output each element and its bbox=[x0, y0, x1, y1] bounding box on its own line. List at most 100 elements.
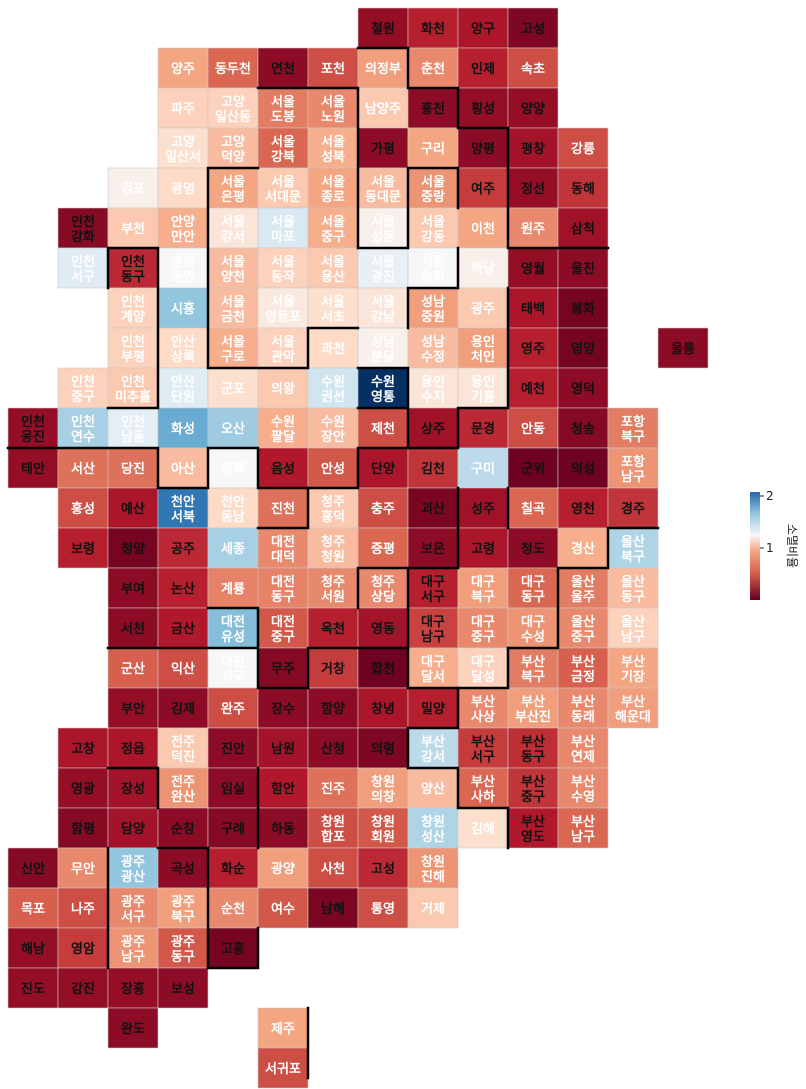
cell-fill bbox=[357, 607, 409, 649]
cell-fill bbox=[207, 167, 259, 209]
map-cell: 고양 일산동 bbox=[207, 87, 259, 129]
cell-fill bbox=[207, 367, 259, 409]
border-segment bbox=[256, 86, 460, 250]
map-cell: 인천 부평 bbox=[107, 327, 159, 369]
border-segment bbox=[406, 646, 510, 850]
cell-label: 광주 광산 bbox=[121, 855, 145, 885]
cell-label: 세종 bbox=[221, 542, 245, 557]
cell-fill bbox=[257, 287, 309, 329]
cell-label: 오산 bbox=[221, 421, 245, 437]
map-cell: 부산 해운대 bbox=[607, 687, 659, 729]
cell-label: 여주 bbox=[471, 181, 495, 197]
map-cell: 남원 bbox=[257, 727, 309, 769]
cell-fill bbox=[357, 567, 409, 609]
map-cell: 인천 강화 bbox=[57, 207, 109, 249]
cell-label: 대전 대덕 bbox=[271, 534, 295, 565]
map-cell: 진안 bbox=[207, 727, 259, 769]
map-cell: 문경 bbox=[457, 407, 509, 449]
cell-fill bbox=[307, 887, 359, 929]
cell-label: 광주 북구 bbox=[171, 895, 195, 925]
cell-fill bbox=[7, 447, 59, 489]
cell-fill bbox=[607, 527, 659, 569]
border-segment bbox=[206, 166, 360, 370]
cell-fill bbox=[107, 927, 159, 969]
cell-label: 서귀포 bbox=[265, 1061, 301, 1077]
cell-label: 서울 동대문 bbox=[365, 174, 401, 205]
cell-label: 서울 영등포 bbox=[265, 294, 301, 325]
cell-label: 울릉 bbox=[671, 341, 695, 357]
map-cell: 광주 북구 bbox=[157, 887, 209, 929]
map-cell: 수원 팔달 bbox=[257, 407, 309, 449]
cell-fill bbox=[557, 727, 609, 769]
cell-label: 진안 bbox=[221, 741, 245, 757]
border-segment bbox=[106, 766, 260, 850]
cell-fill bbox=[157, 527, 209, 569]
cell-fill bbox=[57, 247, 109, 289]
map-cell: 영월 bbox=[507, 247, 559, 289]
cell-label: 연천 bbox=[271, 62, 295, 77]
map-cell: 군위 bbox=[507, 447, 559, 489]
cell-fill bbox=[57, 487, 109, 529]
cell-label: 통영 bbox=[371, 902, 395, 917]
cell-label: 부천 bbox=[121, 222, 145, 237]
map-cell: 서울 마포 bbox=[257, 207, 309, 249]
cell-fill bbox=[207, 807, 259, 849]
cell-label: 거창 bbox=[321, 661, 345, 677]
map-cell: 무안 bbox=[57, 847, 109, 889]
map-cell: 장흥 bbox=[107, 967, 159, 1009]
cell-fill bbox=[57, 407, 109, 449]
cell-label: 울산 울주 bbox=[571, 574, 595, 605]
cell-label: 수원 영통 bbox=[371, 375, 395, 405]
cell-fill bbox=[407, 607, 459, 649]
cell-label: 대구 중구 bbox=[471, 615, 495, 645]
cell-fill bbox=[157, 807, 209, 849]
cell-fill bbox=[157, 327, 209, 369]
cell-fill bbox=[457, 407, 509, 449]
cell-fill bbox=[507, 447, 559, 489]
cell-fill bbox=[457, 527, 509, 569]
cell-label: 인천 미추홀 bbox=[115, 374, 151, 405]
cell-label: 고흥 bbox=[221, 941, 245, 957]
map-cell: 서울 성북 bbox=[307, 127, 359, 169]
map-cell: 강진 bbox=[57, 967, 109, 1009]
cell-label: 의왕 bbox=[271, 381, 295, 397]
cell-fill bbox=[407, 527, 459, 569]
map-cell: 서울 금천 bbox=[207, 287, 259, 329]
cell-label: 칠곡 bbox=[521, 501, 545, 517]
cell-label: 청주 청원 bbox=[321, 534, 345, 565]
cell-label: 인천 계양 bbox=[121, 294, 145, 325]
cell-label: 완도 bbox=[121, 1022, 145, 1037]
cell-label: 구미 bbox=[471, 461, 495, 477]
color-legend: 1 2 소멸비율 bbox=[750, 489, 799, 600]
border-segment bbox=[106, 246, 160, 410]
map-cell: 장수 bbox=[257, 687, 309, 729]
map-cell: 울산 남구 bbox=[607, 607, 659, 649]
map-cell: 부산 연제 bbox=[557, 727, 609, 769]
map-cell: 부산 서구 bbox=[457, 727, 509, 769]
map-cell: 서울 구로 bbox=[207, 327, 259, 369]
cell-label: 광주 bbox=[471, 302, 495, 317]
map-cell: 완도 bbox=[107, 1007, 159, 1049]
map-cell: 서울 영등포 bbox=[257, 287, 309, 329]
cell-fill bbox=[7, 887, 59, 929]
cell-fill bbox=[107, 327, 159, 369]
cell-fill bbox=[257, 727, 309, 769]
cell-fill bbox=[407, 447, 459, 489]
cell-label: 성남 분당 bbox=[371, 334, 395, 365]
cell-label: 서울 중구 bbox=[321, 214, 345, 245]
cell-label: 서울 서초 bbox=[321, 294, 345, 325]
cell-label: 횡성 bbox=[471, 101, 495, 117]
map-cell: 부산 중구 bbox=[507, 767, 559, 809]
cell-label: 포항 북구 bbox=[621, 414, 645, 445]
map-cell: 김천 bbox=[407, 447, 459, 489]
map-cell: 안동 bbox=[507, 407, 559, 449]
map-cell: 임실 bbox=[207, 767, 259, 809]
cell-fill bbox=[457, 607, 509, 649]
map-cell: 용인 수지 bbox=[407, 367, 459, 409]
cell-label: 창녕 bbox=[371, 701, 395, 717]
map-cell: 괴산 bbox=[407, 487, 459, 529]
cell-fill bbox=[657, 327, 709, 369]
cell-fill bbox=[357, 47, 409, 89]
cell-fill bbox=[257, 847, 309, 889]
